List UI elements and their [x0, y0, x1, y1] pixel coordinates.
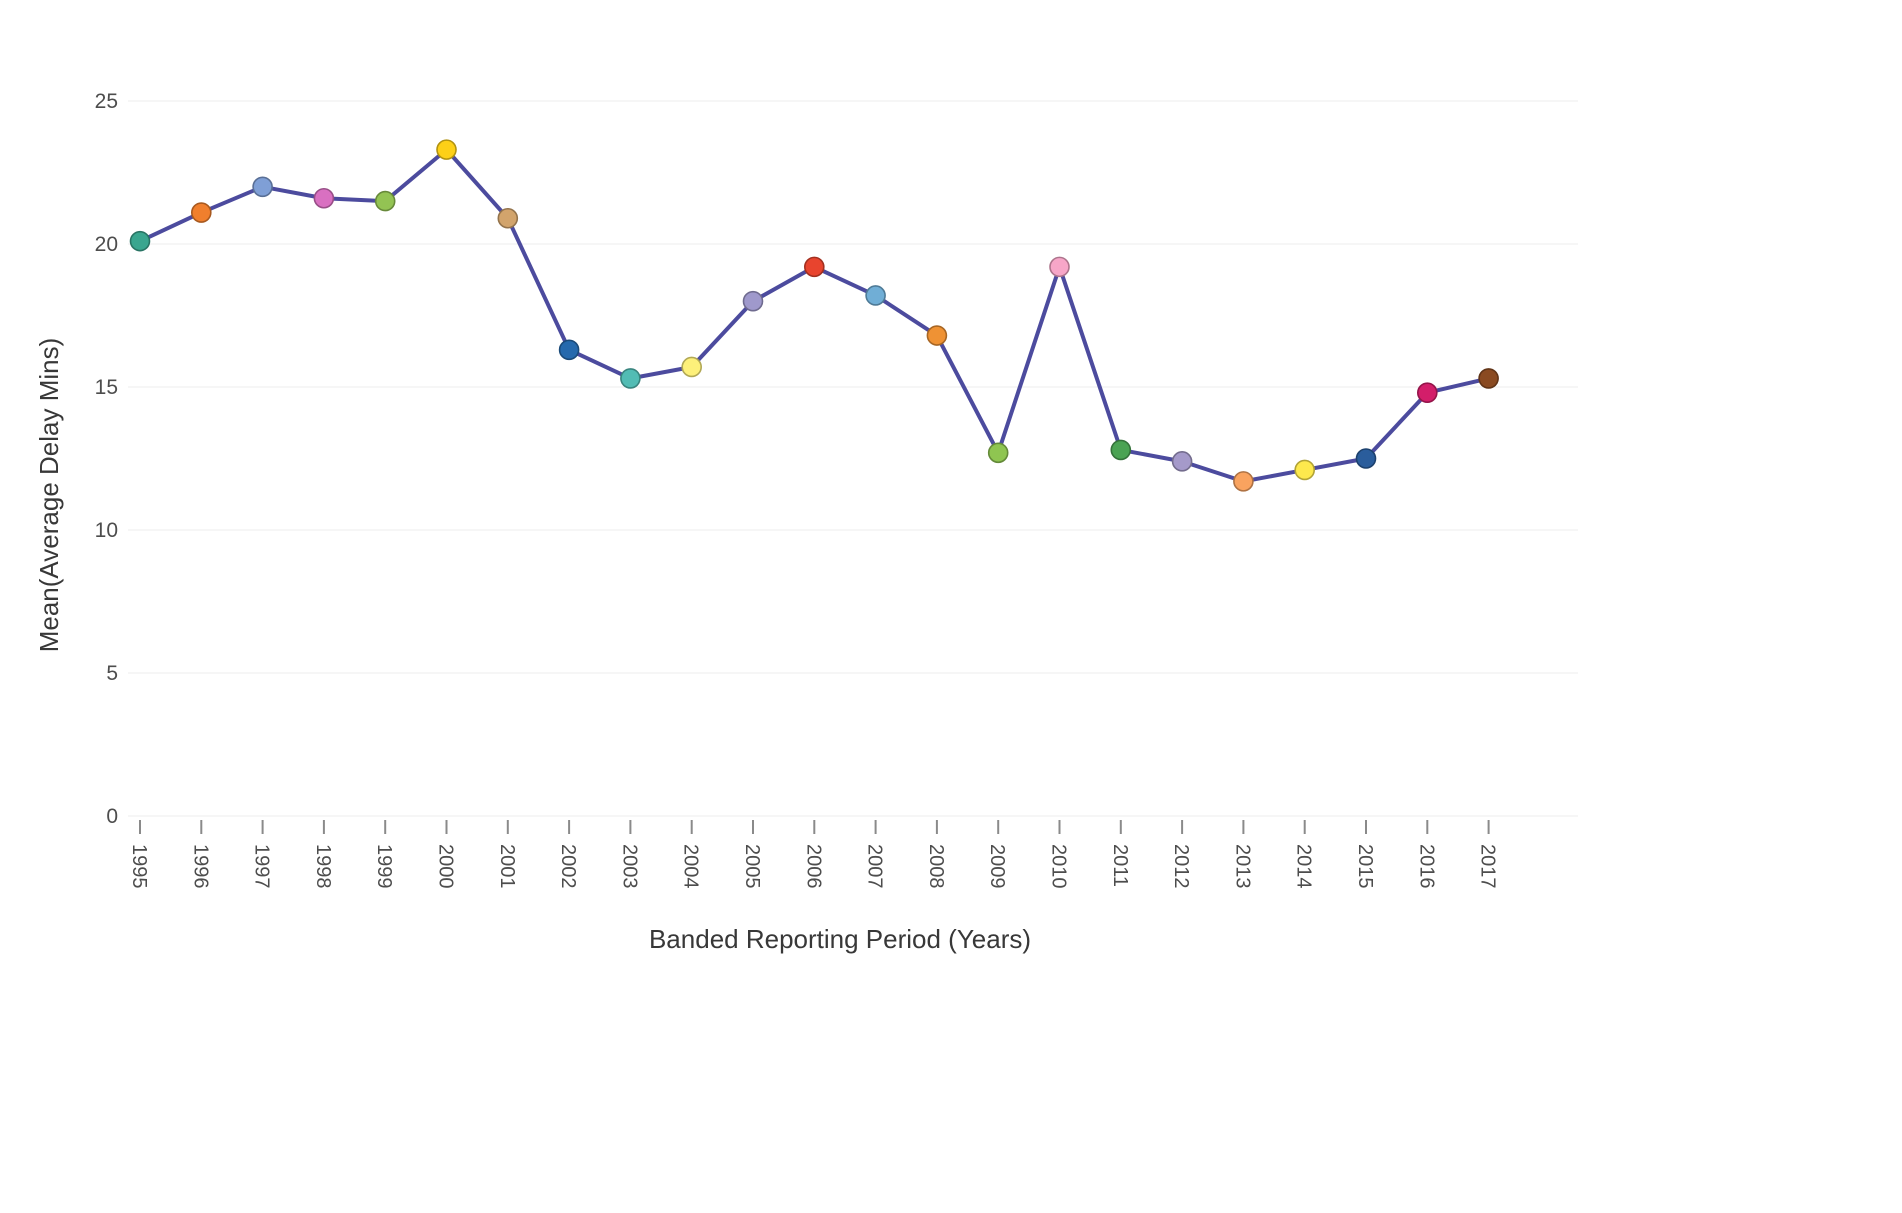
- data-point-2000[interactable]: [436, 139, 457, 160]
- x-tick-label-2006: 2006: [802, 844, 824, 889]
- data-point-2004[interactable]: [681, 356, 703, 378]
- data-point-1997[interactable]: [252, 176, 273, 198]
- x-tick-label-1997: 1997: [251, 844, 273, 889]
- data-point-2013[interactable]: [1233, 471, 1254, 492]
- data-point-2001[interactable]: [497, 207, 519, 229]
- data-point-2012[interactable]: [1171, 451, 1193, 472]
- data-point-1998[interactable]: [313, 187, 335, 209]
- x-tick-label-2005: 2005: [741, 844, 763, 889]
- y-tick-label-25: 25: [95, 90, 118, 113]
- x-tick-label-2010: 2010: [1048, 844, 1070, 889]
- data-point-2006[interactable]: [803, 256, 825, 278]
- x-tick-label-2007: 2007: [864, 844, 886, 889]
- y-tick-label-0: 0: [106, 805, 118, 828]
- x-tick-label-2003: 2003: [618, 844, 640, 889]
- y-tick-label-5: 5: [106, 662, 118, 685]
- x-tick-label-2012: 2012: [1170, 844, 1192, 889]
- x-axis-tick-labels: 1995 1996 1997 1998 1999 2000 2001 2002 2003 2004…: [128, 820, 1499, 889]
- data-point-2003[interactable]: [620, 368, 641, 389]
- y-tick-label-20: 20: [95, 233, 118, 256]
- data-point-2002[interactable]: [558, 339, 580, 361]
- x-tick-label-1998: 1998: [312, 844, 334, 889]
- x-tick-label-2008: 2008: [925, 844, 947, 889]
- x-tick-label-1999: 1999: [373, 844, 395, 889]
- x-tick-label-2002: 2002: [557, 844, 579, 889]
- data-point-2017[interactable]: [1478, 368, 1499, 389]
- x-tick-label-2011: 2011: [1109, 844, 1131, 887]
- x-tick-label-2014: 2014: [1293, 844, 1315, 889]
- data-point-2010[interactable]: [1049, 256, 1070, 278]
- x-tick-label-1995: 1995: [128, 844, 150, 889]
- data-point-2015[interactable]: [1355, 448, 1377, 469]
- x-tick-label-2000: 2000: [435, 844, 457, 889]
- y-axis-tick-labels: 0 5 10 15 20 25: [95, 90, 118, 828]
- data-point-2011[interactable]: [1110, 439, 1132, 461]
- x-tick-label-2004: 2004: [680, 844, 702, 889]
- x-tick-label-2016: 2016: [1415, 844, 1437, 889]
- x-tick-label-2015: 2015: [1354, 844, 1376, 889]
- y-tick-label-10: 10: [95, 519, 118, 542]
- y-axis-title: Mean(Average Delay Mins): [34, 338, 64, 653]
- x-tick-label-2013: 2013: [1231, 844, 1253, 889]
- data-point-1996[interactable]: [191, 202, 212, 223]
- x-tick-label-2001: 2001: [496, 844, 518, 889]
- data-point-2008[interactable]: [926, 325, 948, 346]
- data-point-2014[interactable]: [1294, 459, 1315, 481]
- y-tick-label-15: 15: [95, 376, 118, 399]
- trend-line: [138, 147, 1491, 484]
- data-point-2005[interactable]: [742, 290, 764, 312]
- data-point-2009[interactable]: [987, 442, 1009, 464]
- x-tick-label-2017: 2017: [1477, 844, 1499, 889]
- data-point-1999[interactable]: [374, 190, 396, 212]
- data-point-2016[interactable]: [1417, 382, 1438, 404]
- data-point-1995[interactable]: [129, 230, 151, 252]
- x-tick-label-2009: 2009: [986, 844, 1008, 888]
- x-tick-label-1996: 1996: [189, 844, 211, 889]
- data-point-2007[interactable]: [865, 285, 886, 306]
- line-series: [129, 139, 1499, 492]
- gridlines: [128, 100, 1578, 817]
- x-axis-title: Banded Reporting Period (Years): [649, 924, 1031, 954]
